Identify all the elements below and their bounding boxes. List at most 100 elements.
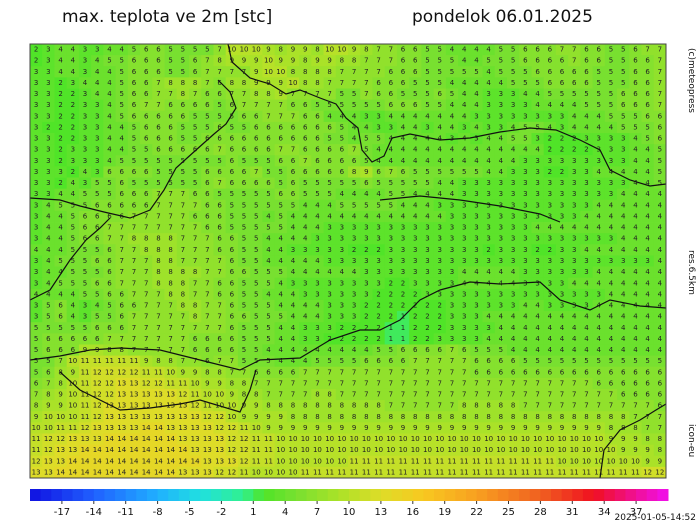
grid-cell [519,400,532,412]
grid-cell [592,66,606,78]
cell-value: 6 [217,290,222,298]
cell-value: 7 [132,290,136,298]
colorbar-tick-label: 37 [630,507,643,518]
cell-value: 2 [376,335,380,343]
cell-value: 6 [230,290,235,298]
grid-cell [507,288,520,301]
grid-cell [42,455,55,468]
cell-value: 4 [633,168,638,176]
cell-value: 5 [217,112,221,120]
grid-cell [127,199,141,212]
cell-value: 7 [303,391,307,399]
cell-value: 3 [499,246,503,254]
grid-cell [66,366,80,379]
cell-value: 7 [230,90,234,98]
colorbar-tick-label: -5 [185,507,195,518]
cell-value: 8 [181,79,185,87]
grid-cell [470,133,483,145]
cell-value: 6 [572,68,577,76]
cell-value: 6 [193,68,198,76]
cell-value: 1 [401,335,405,343]
grid-cell [617,166,630,178]
grid-cell [494,455,508,468]
cell-value: 4 [278,290,283,298]
cell-value: 7 [413,368,417,376]
grid-cell [372,266,386,279]
grid-cell [470,88,483,101]
grid-cell [348,277,361,290]
cell-value: 5 [376,101,380,109]
grid-cell [641,277,655,290]
grid-cell [311,55,324,67]
grid-cell [592,166,606,178]
grid-cell [592,255,606,267]
cell-value: 5 [609,112,613,120]
cell-value: 7 [168,90,172,98]
grid-cell [201,55,214,67]
cell-value: 10 [203,391,212,399]
grid-cell [360,266,373,279]
colorbar-swatch [83,489,95,501]
grid-cell [543,311,557,323]
cell-value: 4 [58,57,63,65]
grid-cell [507,255,520,267]
grid-cell [653,411,667,423]
grid-cell [42,133,55,145]
cell-value: 5 [181,68,185,76]
grid-cell [445,99,459,112]
grid-cell [555,333,569,345]
cell-value: 4 [437,212,442,220]
grid-cell [543,99,557,112]
grid-cell [250,466,263,479]
cell-value: 2 [548,135,552,143]
grid-cell [237,244,251,256]
cell-value: 5 [352,90,356,98]
grid-cell [592,444,606,457]
cell-value: 7 [107,224,111,232]
cell-value: 6 [474,368,479,376]
grid-cell [482,377,496,390]
cell-value: 4 [596,335,601,343]
grid-cell [543,322,557,334]
cell-value: 7 [572,379,576,387]
cell-value: 6 [584,368,589,376]
cell-value: 12 [215,413,224,421]
cell-value: 6 [217,224,222,232]
grid-cell [103,344,117,356]
grid-cell [103,444,117,457]
grid-cell [262,244,276,256]
grid-cell [580,255,594,267]
colorbar-swatch [646,489,658,501]
colorbar-tick-label: -11 [118,507,134,518]
grid-cell [604,388,618,401]
grid-cell [421,110,435,123]
cell-value: 13 [130,413,139,421]
cell-value: 6 [548,79,553,87]
cell-value: 4 [596,313,601,321]
cell-value: 3 [584,257,588,265]
cell-value: 5 [609,101,613,109]
grid-cell [299,110,312,123]
cell-value: 3 [437,235,441,243]
cell-value: 6 [119,302,124,310]
grid-cell [189,255,202,267]
grid-cell [433,177,447,190]
cell-value: 3 [609,235,613,243]
cell-value: 6 [621,101,626,109]
grid-cell [91,88,104,101]
grid-cell [140,377,153,390]
grid-cell [54,77,68,89]
cell-value: 3 [535,268,539,276]
cell-value: 6 [58,346,63,354]
grid-cell [42,266,55,279]
grid-cell [152,77,165,89]
cell-value: 4 [486,157,491,165]
grid-cell [531,188,545,201]
cell-value: 9 [340,424,344,432]
cell-value: 10 [56,413,65,421]
grid-cell [78,244,92,256]
cell-value: 6 [596,57,601,65]
grid-cell [176,411,190,423]
grid-cell [286,288,300,301]
grid-cell [127,222,141,234]
